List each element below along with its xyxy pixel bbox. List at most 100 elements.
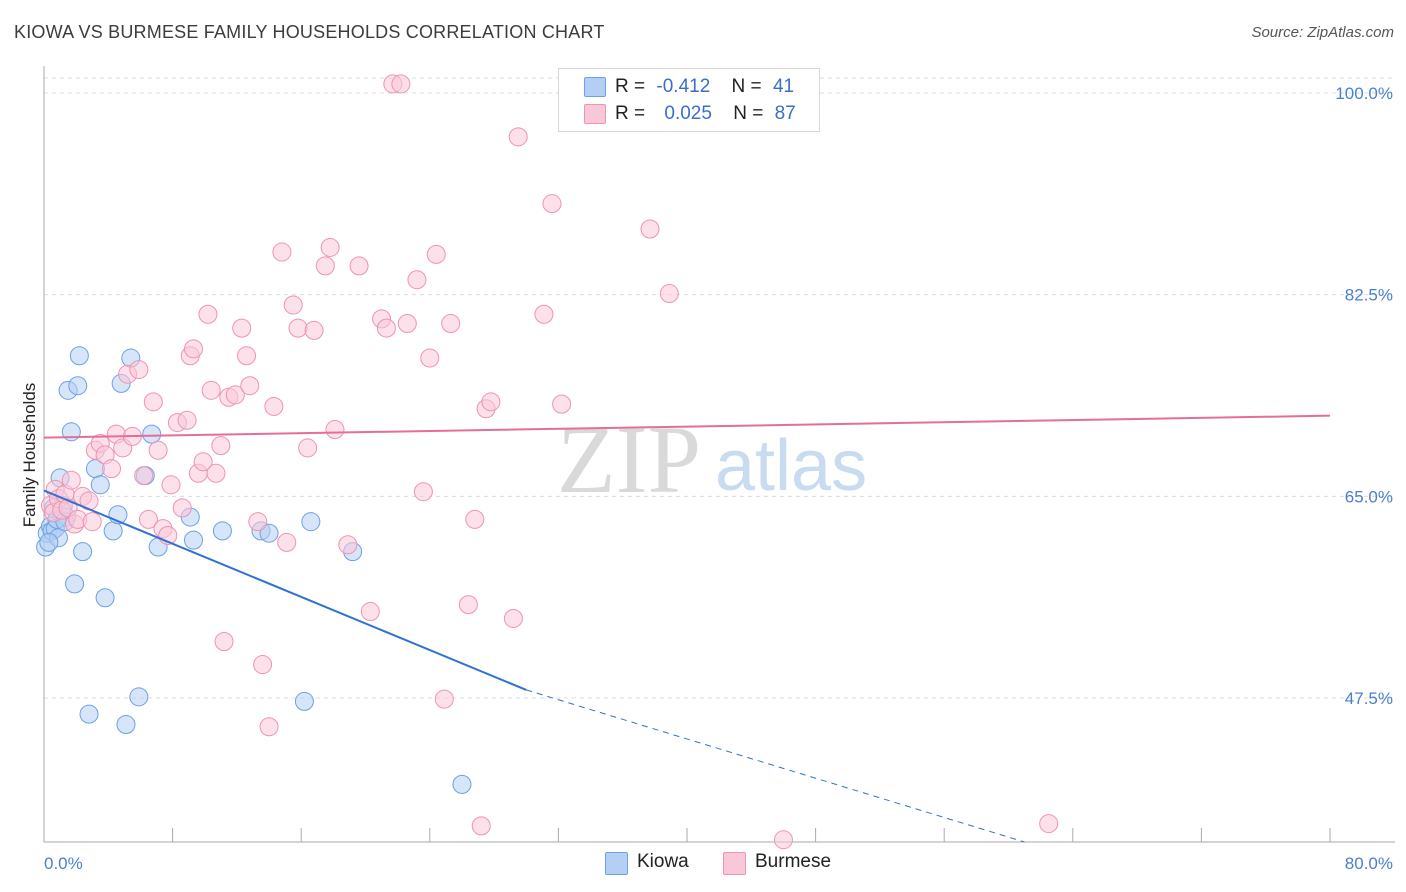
kiowa-legend-swatch xyxy=(605,852,628,875)
burmese-point-38 xyxy=(206,463,226,483)
kiowa-point-33 xyxy=(259,523,279,543)
kiowa-point-18 xyxy=(90,475,110,495)
burmese-point-53 xyxy=(288,318,308,338)
kiowa-point-16 xyxy=(79,704,99,724)
kiowa-swatch xyxy=(584,77,606,97)
burmese-point-55 xyxy=(304,320,324,340)
kiowa-point-13 xyxy=(68,376,88,396)
kiowa-point-20 xyxy=(103,521,123,541)
chart-title: KIOWA VS BURMESE FAMILY HOUSEHOLDS CORRE… xyxy=(14,22,605,42)
burmese-point-68 xyxy=(413,482,433,502)
kiowa-point-31 xyxy=(212,521,232,541)
x-tick-label-min: 0.0% xyxy=(44,854,83,873)
burmese-point-65 xyxy=(391,74,411,94)
burmese-legend-label: Burmese xyxy=(755,851,832,872)
burmese-point-61 xyxy=(360,602,380,622)
y-tick-labels: 47.5% 65.0% 82.5% 100.0% xyxy=(1335,84,1393,708)
kiowa-point-19 xyxy=(95,588,115,608)
burmese-point-71 xyxy=(434,689,454,709)
burmese-point-37 xyxy=(201,380,221,400)
burmese-point-70 xyxy=(426,244,446,264)
burmese-point-73 xyxy=(458,595,478,615)
kiowa-point-25 xyxy=(129,687,149,707)
y-tick-label-1: 65.0% xyxy=(1345,487,1393,506)
watermark-atlas: atlas xyxy=(715,426,867,506)
burmese-legend-swatch xyxy=(723,852,746,875)
burmese-point-36 xyxy=(198,304,218,324)
burmese-point-75 xyxy=(471,816,491,836)
kiowa-point-38 xyxy=(39,532,59,552)
burmese-point-21 xyxy=(129,360,149,380)
burmese-point-23 xyxy=(138,509,158,529)
burmese-series xyxy=(40,74,1059,850)
burmese-point-51 xyxy=(277,532,297,552)
burmese-point-63 xyxy=(376,318,396,338)
burmese-point-57 xyxy=(320,237,340,257)
burmese-point-16 xyxy=(102,459,122,479)
burmese-trend-line xyxy=(43,414,1331,439)
burmese-point-79 xyxy=(508,127,528,147)
burmese-point-74 xyxy=(465,509,485,529)
axes xyxy=(43,66,1395,843)
burmese-point-43 xyxy=(232,318,252,338)
burmese-point-28 xyxy=(161,475,181,495)
x-tick-label-max: 80.0% xyxy=(1345,854,1393,873)
watermark-zip: ZIP xyxy=(557,406,701,513)
burmese-n-label: N = xyxy=(733,103,764,124)
burmese-point-33 xyxy=(183,339,203,359)
burmese-point-80 xyxy=(534,304,554,324)
burmese-point-40 xyxy=(214,632,234,652)
kiowa-point-14 xyxy=(69,346,89,366)
y-axis-label: Family Households xyxy=(20,383,39,528)
burmese-point-24 xyxy=(143,392,163,412)
burmese-point-56 xyxy=(315,256,335,276)
stats-legend: R = -0.412 N = 41 R = 0.025 N = 87 xyxy=(558,68,820,132)
burmese-point-78 xyxy=(503,608,523,628)
trend-lines xyxy=(43,414,1331,843)
burmese-point-22 xyxy=(134,466,154,486)
kiowa-point-27 xyxy=(142,424,162,444)
burmese-r-label: R = xyxy=(615,103,646,124)
burmese-point-52 xyxy=(283,295,303,315)
burmese-point-77 xyxy=(481,392,501,412)
kiowa-point-12 xyxy=(65,574,85,594)
kiowa-r-value: -0.412 xyxy=(656,76,711,97)
burmese-point-72 xyxy=(441,313,461,333)
burmese-n-value: 87 xyxy=(774,103,796,124)
burmese-point-86 xyxy=(1039,814,1059,834)
kiowa-n-value: 41 xyxy=(772,76,795,97)
kiowa-r-label: R = xyxy=(615,76,646,97)
burmese-point-83 xyxy=(640,219,660,239)
kiowa-point-23 xyxy=(116,714,136,734)
burmese-point-60 xyxy=(349,256,369,276)
y-tick-label-0: 47.5% xyxy=(1345,689,1393,708)
kiowa-point-37 xyxy=(452,774,472,794)
burmese-point-7 xyxy=(61,470,81,490)
kiowa-legend-label: Kiowa xyxy=(637,851,689,872)
burmese-point-25 xyxy=(148,440,168,460)
burmese-point-67 xyxy=(407,270,427,290)
burmese-point-84 xyxy=(659,284,679,304)
burmese-point-31 xyxy=(177,410,197,430)
burmese-point-85 xyxy=(773,830,793,850)
burmese-point-54 xyxy=(298,438,318,458)
burmese-point-39 xyxy=(211,436,231,456)
burmese-point-59 xyxy=(338,535,358,555)
burmese-point-12 xyxy=(82,512,102,532)
burmese-point-44 xyxy=(237,346,257,366)
burmese-point-48 xyxy=(259,717,279,737)
burmese-point-30 xyxy=(172,498,192,518)
kiowa-trend-line xyxy=(43,489,527,691)
burmese-point-42 xyxy=(225,385,245,405)
kiowa-point-30 xyxy=(183,530,203,550)
kiowa-series xyxy=(36,346,472,794)
burmese-point-66 xyxy=(397,313,417,333)
burmese-point-81 xyxy=(542,194,562,214)
burmese-r-value: 0.025 xyxy=(664,103,712,124)
burmese-point-58 xyxy=(325,419,345,439)
kiowa-point-34 xyxy=(294,691,314,711)
kiowa-point-35 xyxy=(301,512,321,532)
burmese-point-46 xyxy=(248,512,268,532)
burmese-point-47 xyxy=(253,655,273,675)
